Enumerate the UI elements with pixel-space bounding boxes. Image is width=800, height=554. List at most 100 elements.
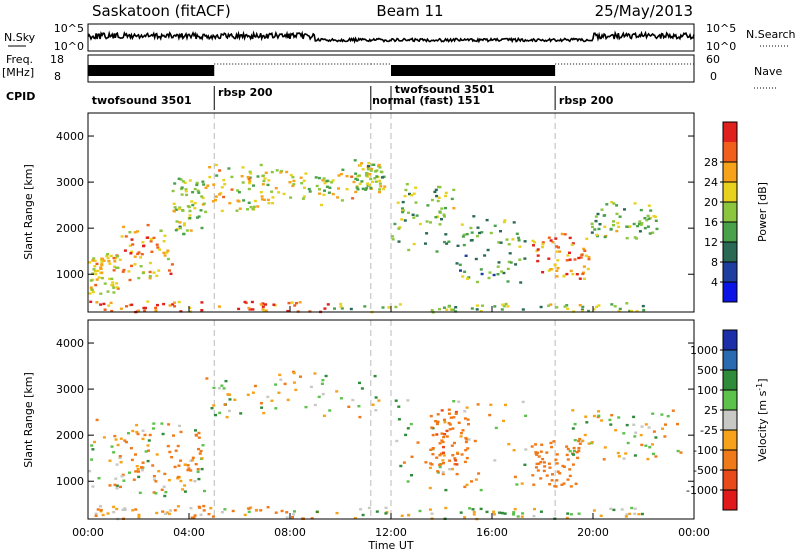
echo-cell [220, 186, 224, 189]
echo-cell [555, 306, 559, 309]
echo-cell [536, 259, 540, 263]
echo-cell [119, 461, 123, 464]
echo-cell [289, 196, 293, 199]
echo-cell [176, 477, 180, 480]
echo-cell [623, 208, 626, 211]
echo-cell [501, 303, 505, 306]
echo-cell [339, 397, 343, 400]
echo-cell [173, 206, 177, 209]
echo-cell [537, 462, 541, 465]
echo-cell [459, 431, 463, 435]
echo-cell [189, 507, 193, 510]
echo-cell [252, 205, 256, 208]
echo-cell [435, 421, 439, 424]
echo-cell [280, 169, 284, 173]
echo-cell [286, 309, 290, 313]
echo-cell [197, 447, 200, 451]
echo-cell [418, 509, 422, 513]
echo-cell [102, 302, 106, 306]
echo-cell [612, 508, 616, 512]
echo-cell [188, 214, 192, 217]
echo-cell [499, 241, 503, 244]
echo-cell [647, 217, 651, 220]
echo-cell [647, 204, 651, 207]
echo-cell [112, 256, 116, 260]
echo-cell [155, 453, 159, 456]
echo-cell [95, 262, 99, 266]
echo-cell [361, 168, 365, 171]
echo-cell [160, 422, 164, 425]
ytick-label-2: 3000 [56, 176, 84, 189]
echo-cell [157, 269, 161, 272]
echo-cell [500, 270, 504, 273]
echo-cell [470, 480, 473, 483]
echo-cell [375, 175, 379, 178]
echo-cell [173, 465, 177, 469]
echo-cell [433, 190, 437, 194]
echo-cell [377, 399, 381, 402]
echo-cell [92, 257, 96, 260]
echo-cell [565, 272, 569, 276]
echo-cell [254, 509, 258, 512]
echo-cell [187, 467, 191, 470]
echo-cell [262, 411, 266, 415]
echo-cell [188, 306, 192, 310]
echo-cell [177, 207, 181, 211]
echo-cell [369, 186, 373, 190]
echo-cell [369, 177, 373, 181]
echo-cell [330, 181, 334, 184]
echo-cell [142, 244, 145, 248]
echo-cell [404, 188, 408, 192]
echo-cell [182, 232, 186, 236]
echo-cell [345, 175, 349, 178]
echo-cell [639, 433, 643, 437]
echo-cell [591, 225, 594, 229]
echo-cell [107, 304, 111, 307]
echo-cell [99, 267, 103, 271]
echo-cell [496, 265, 500, 268]
freq-band-0 [88, 65, 215, 76]
echo-cell [308, 190, 312, 193]
echo-cell [436, 422, 439, 426]
echo-cell [547, 269, 551, 272]
echo-cell [590, 231, 594, 234]
echo-cell [579, 256, 583, 259]
echo-cell [139, 466, 143, 469]
echo-cell [548, 466, 552, 469]
echo-cell [353, 517, 357, 520]
echo-cell [500, 308, 504, 311]
echo-cell [524, 448, 528, 451]
cbar-tick-label-6: 28 [704, 156, 718, 169]
echo-cell [644, 444, 648, 447]
echo-cell [393, 222, 397, 226]
echo-cell [180, 193, 184, 196]
echo-cell [517, 239, 521, 242]
echo-cell [520, 482, 524, 485]
echo-cell [331, 192, 335, 196]
echo-cell [430, 426, 434, 429]
echo-cell [103, 282, 107, 285]
echo-cell [335, 390, 339, 393]
echo-cell [438, 211, 442, 214]
echo-cell [475, 304, 479, 307]
echo-cell [339, 302, 343, 306]
echo-cell [448, 428, 452, 431]
echo-cell [247, 177, 251, 180]
echo-cell [89, 300, 93, 303]
echo-cell [271, 196, 275, 199]
echo-cell [337, 187, 340, 190]
echo-cell [512, 221, 516, 224]
echo-cell [493, 459, 497, 462]
echo-cell [445, 429, 449, 433]
cpid-segment-label-3: twofsound 3501 [395, 83, 495, 96]
echo-cell [541, 243, 545, 246]
echo-cell [405, 183, 409, 186]
echo-cell [555, 245, 559, 248]
echo-cell [402, 461, 406, 464]
echo-cell [460, 453, 464, 456]
velocity-cbar-label: Velocity [m s-1] [755, 378, 769, 461]
echo-cell [267, 202, 271, 205]
echo-cell [147, 439, 151, 442]
echo-cell [119, 307, 123, 310]
echo-cell [237, 307, 241, 311]
